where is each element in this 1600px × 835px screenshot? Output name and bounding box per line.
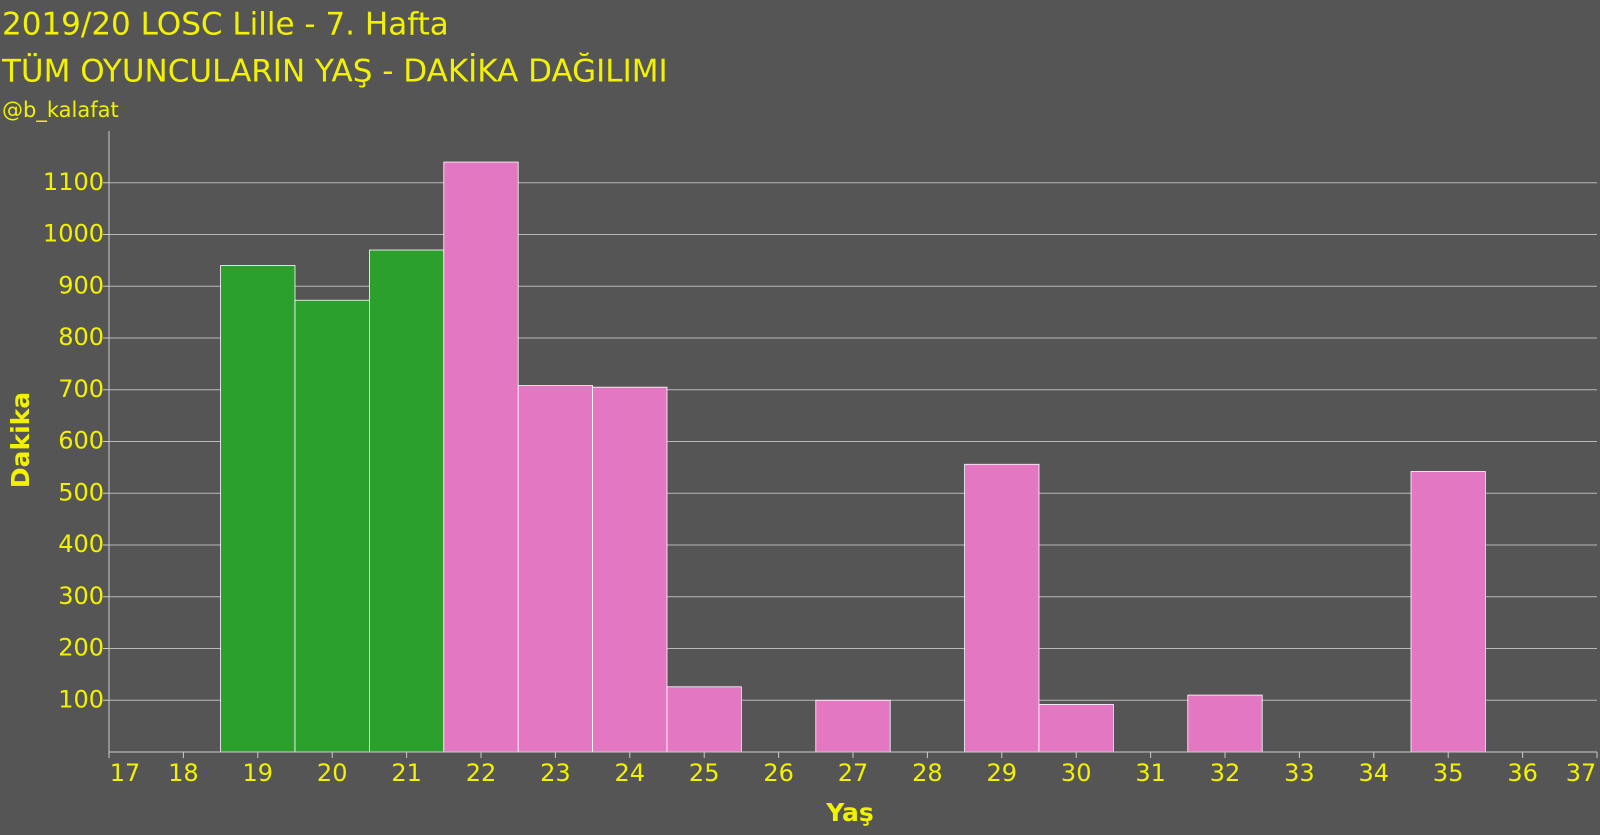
- y-tick-label: 300: [58, 582, 104, 610]
- bar: [294, 299, 370, 753]
- y-tick-label: 1100: [43, 168, 104, 196]
- bar: [964, 463, 1040, 753]
- x-tick-label: 22: [466, 759, 497, 787]
- bar: [517, 385, 594, 753]
- x-tick-label: 34: [1359, 759, 1390, 787]
- y-tick-label: 800: [58, 323, 104, 351]
- x-tick-label: 37: [1566, 759, 1597, 787]
- x-tick-label: 32: [1210, 759, 1241, 787]
- y-tick-label: 100: [58, 685, 104, 713]
- x-tick-label: 30: [1061, 759, 1092, 787]
- x-tick-label: 33: [1284, 759, 1315, 787]
- bar: [592, 386, 668, 753]
- x-tick-label: 28: [912, 759, 943, 787]
- x-tick-label: 26: [763, 759, 794, 787]
- x-tick-label: 24: [615, 759, 646, 787]
- x-tick-label: 35: [1433, 759, 1464, 787]
- annotation: @b_kalafat: [2, 98, 119, 123]
- bar: [666, 686, 742, 753]
- x-tick-label: 27: [838, 759, 869, 787]
- x-tick-label: 17: [110, 759, 141, 787]
- x-tick-label: 23: [540, 759, 571, 787]
- x-tick-label: 18: [168, 759, 199, 787]
- x-tick-label: 20: [317, 759, 348, 787]
- chart-subtitle: TÜM OYUNCULARIN YAŞ - DAKİKA DAĞILIMI: [1, 53, 668, 90]
- bar: [1038, 703, 1114, 753]
- y-axis-label: Dakika: [6, 392, 35, 488]
- bar: [815, 699, 891, 753]
- x-tick-label: 21: [391, 759, 422, 787]
- y-tick-label: 500: [58, 478, 104, 506]
- bar: [1410, 471, 1486, 753]
- y-tick-label: 400: [58, 530, 104, 558]
- chart-title: 2019/20 LOSC Lille - 7. Hafta: [2, 7, 449, 43]
- bar: [220, 265, 296, 753]
- x-tick-label: 19: [243, 759, 274, 787]
- x-tick-label: 29: [987, 759, 1018, 787]
- y-tick-label: 200: [58, 634, 104, 662]
- y-tick-label: 900: [58, 271, 104, 299]
- y-tick-label: 600: [58, 427, 104, 455]
- bar: [1187, 694, 1263, 753]
- y-tick-label: 1000: [43, 220, 104, 248]
- y-tick-label: 700: [58, 375, 104, 403]
- x-tick-label: 31: [1135, 759, 1166, 787]
- x-tick-label: 25: [689, 759, 720, 787]
- x-axis-label: Yaş: [825, 798, 874, 827]
- x-tick-label: 36: [1507, 759, 1538, 787]
- bar: [368, 249, 445, 753]
- bar: [443, 161, 519, 753]
